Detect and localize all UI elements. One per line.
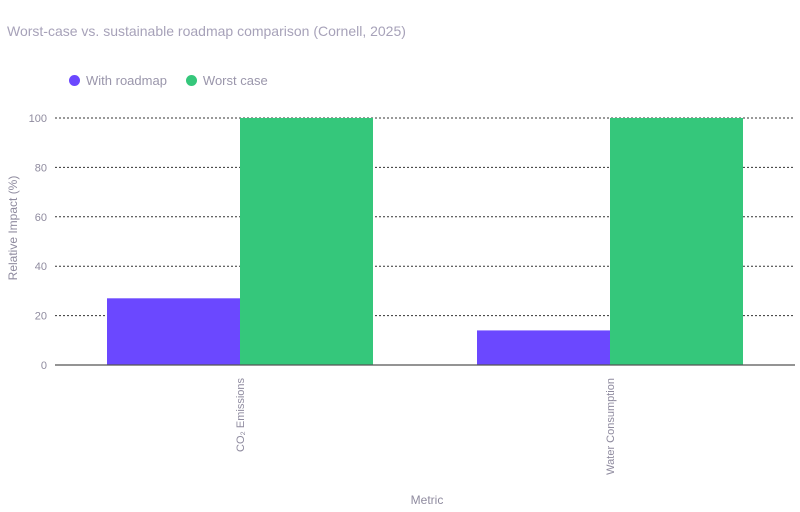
legend-label-worst-case: Worst case (202, 72, 268, 88)
legend-label-with-roadmap: With roadmap (86, 72, 167, 88)
y-tick-label: 80 (35, 162, 47, 174)
bar-worst-case-1 (610, 118, 743, 365)
legend-swatch-with-roadmap (69, 74, 80, 86)
x-tick-label: CO₂ Emissions (235, 378, 247, 452)
legend-item-with-roadmap[interactable]: With roadmap (69, 73, 167, 88)
legend-item-worst-case[interactable]: Worst case (185, 72, 268, 88)
x-tick-label: Water Consumption (605, 378, 617, 475)
y-tick-label: 20 (35, 311, 47, 323)
legend-swatch-worst-case (185, 74, 197, 86)
y-tick-label: 60 (35, 212, 47, 224)
y-tick-label: 0 (41, 360, 47, 372)
bar-with-roadmap-1 (477, 330, 610, 365)
y-tick-label: 40 (35, 261, 47, 273)
y-tick-label: 100 (29, 113, 47, 125)
chart-title: Worst-case vs. sustainable roadmap compa… (7, 23, 406, 39)
bar-with-roadmap-0 (107, 298, 240, 365)
legend: With roadmap Worst case (69, 72, 287, 88)
y-axis-title: Relative Impact (%) (6, 176, 20, 281)
x-axis-title: Metric (411, 493, 444, 507)
bar-worst-case-0 (240, 118, 373, 365)
